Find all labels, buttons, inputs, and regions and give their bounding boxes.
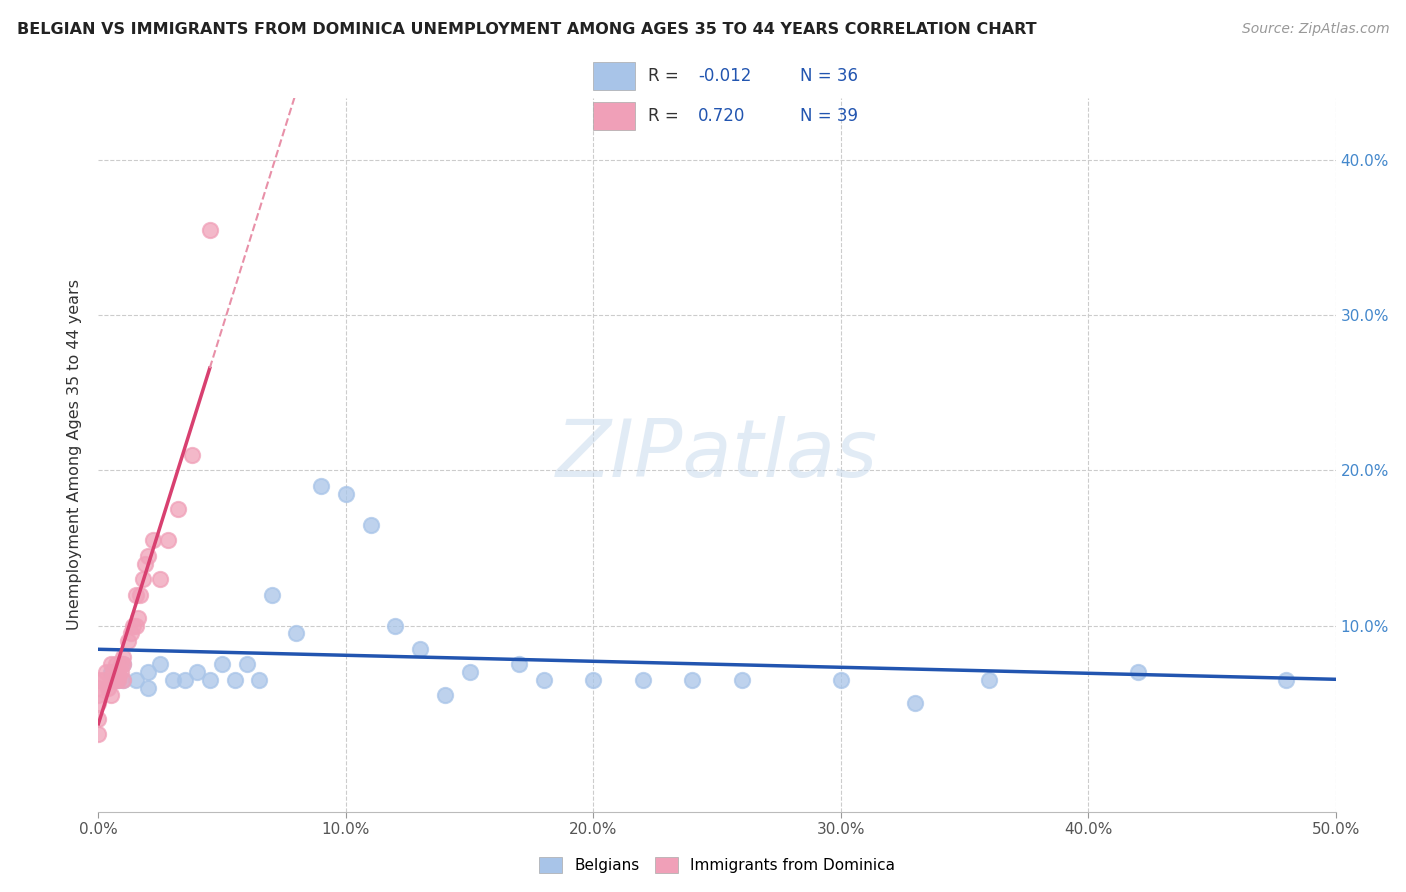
Point [533,673,555,687]
Point [107,673,129,687]
Point [904,696,927,710]
Point [122,618,145,632]
Point [136,549,159,563]
Point [309,479,332,493]
Point [186,665,208,679]
Point [100,689,122,703]
Point [129,588,152,602]
Point [384,618,406,632]
Point [94,665,117,679]
Point [162,673,184,687]
Point [100,657,122,672]
Point [124,673,146,687]
Text: BELGIAN VS IMMIGRANTS FROM DOMINICA UNEMPLOYMENT AMONG AGES 35 TO 44 YEARS CORRE: BELGIAN VS IMMIGRANTS FROM DOMINICA UNEM… [17,22,1036,37]
Point [166,502,188,516]
Point [124,588,146,602]
Point [335,486,357,500]
Point [107,673,129,687]
Point [120,626,142,640]
Point [1126,665,1149,679]
Point [87,681,110,695]
Point [211,657,233,672]
Point [112,657,135,672]
Point [433,689,456,703]
Point [582,673,605,687]
Point [360,517,382,532]
Point [87,712,110,726]
Point [731,673,754,687]
Point [136,665,159,679]
Point [830,673,852,687]
Text: R =: R = [648,107,685,125]
Point [236,657,259,672]
Point [93,673,115,687]
Point [508,657,530,672]
Text: Source: ZipAtlas.com: Source: ZipAtlas.com [1241,22,1389,37]
Point [127,611,149,625]
Point [103,673,125,687]
Point [285,626,308,640]
Point [174,673,197,687]
Point [104,657,127,672]
Point [134,557,156,571]
Point [117,634,139,648]
Text: R =: R = [648,67,685,85]
Point [631,673,654,687]
Point [87,727,110,741]
Point [112,673,135,687]
Bar [593,62,636,90]
Point [97,681,120,695]
Point [224,673,246,687]
Point [110,657,132,672]
Point [149,572,172,586]
Point [198,223,221,237]
Point [979,673,1001,687]
Point [260,588,283,602]
Point [110,665,132,679]
Point [104,673,127,687]
Point [149,657,172,672]
Text: ZIPatlas: ZIPatlas [555,416,879,494]
Bar [593,102,636,130]
Text: -0.012: -0.012 [699,67,752,85]
Text: N = 39: N = 39 [800,107,858,125]
Point [156,533,179,548]
Point [112,649,135,664]
Point [100,673,122,687]
Legend: Belgians, Immigrants from Dominica: Belgians, Immigrants from Dominica [533,851,901,879]
Point [112,673,135,687]
Point [198,673,221,687]
Point [136,681,159,695]
Point [132,572,155,586]
Point [87,689,110,703]
Point [181,448,204,462]
Point [1275,673,1298,687]
Point [409,641,432,656]
Point [87,696,110,710]
Point [142,533,165,548]
Point [458,665,481,679]
Text: N = 36: N = 36 [800,67,858,85]
Point [124,618,146,632]
Point [112,657,135,672]
Y-axis label: Unemployment Among Ages 35 to 44 years: Unemployment Among Ages 35 to 44 years [67,279,83,631]
Point [87,673,110,687]
Text: 0.720: 0.720 [699,107,745,125]
Point [107,665,129,679]
Point [681,673,703,687]
Point [103,665,125,679]
Point [247,673,270,687]
Point [100,665,122,679]
